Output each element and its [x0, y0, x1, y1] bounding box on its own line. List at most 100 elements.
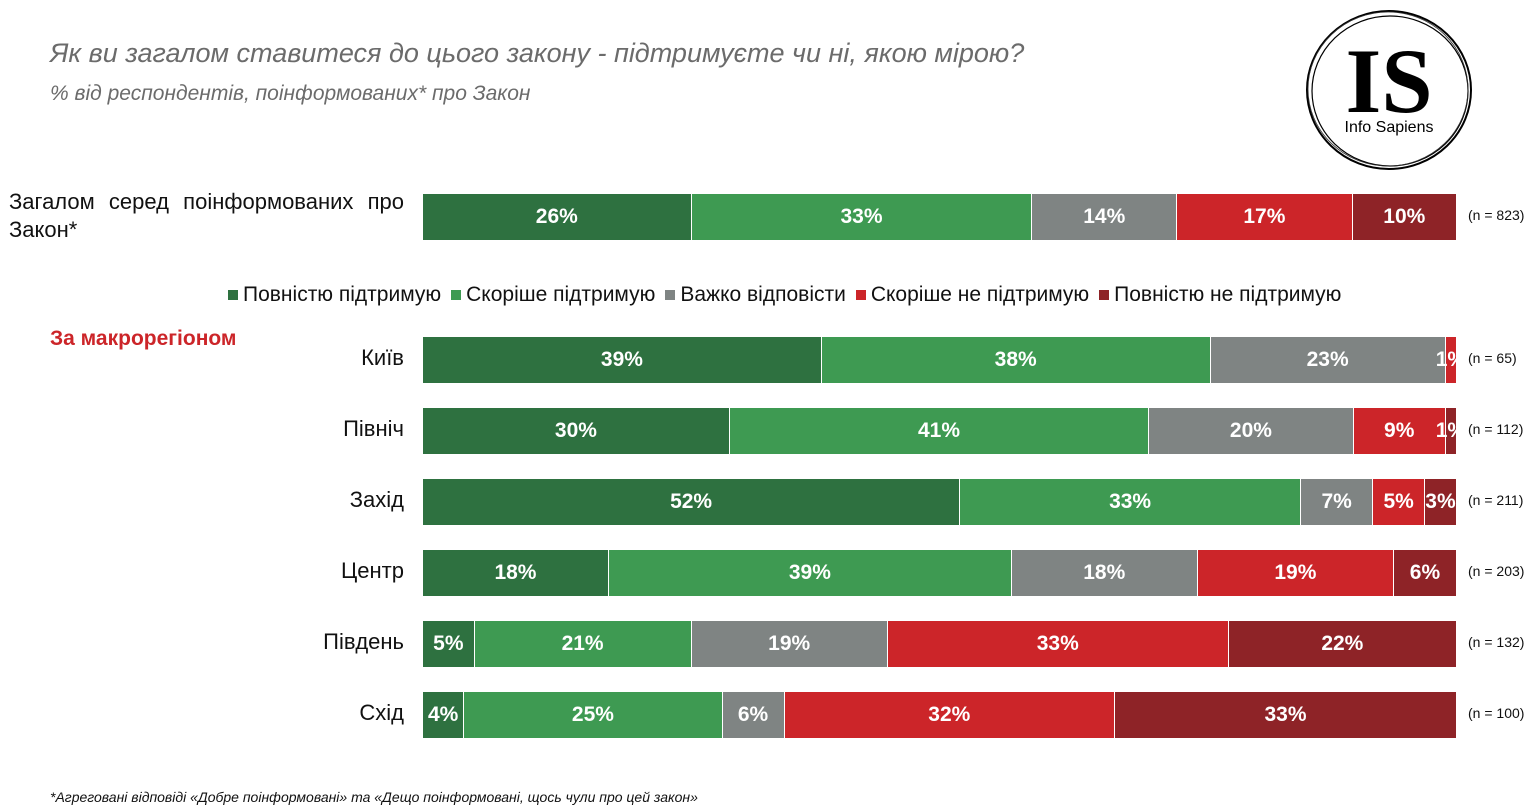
stacked-bar: 30% 41% 20% 9% 1% [423, 408, 1466, 454]
row-label: Північ [343, 416, 404, 441]
bar-segment: 33% [691, 194, 1033, 240]
bar-segment: 17% [1177, 194, 1353, 240]
bar-segment: 1% [1436, 337, 1466, 383]
data-label: 7% [1321, 490, 1352, 513]
data-label: 39% [788, 561, 831, 584]
row-label: Київ [361, 345, 404, 370]
data-label: 17% [1243, 205, 1286, 228]
bar-segment: 33% [887, 621, 1229, 667]
data-label: 32% [928, 703, 971, 726]
legend-item: Повністю не підтримую [1099, 283, 1341, 307]
bar-segment: 18% [1011, 550, 1198, 596]
data-label: 21% [561, 632, 604, 655]
legend-item: Повністю підтримую [228, 283, 441, 307]
bar-segment: 14% [1032, 194, 1178, 240]
data-label: 5% [1383, 490, 1414, 513]
data-label: 14% [1083, 205, 1126, 228]
data-label: 1% [1435, 419, 1467, 442]
data-label: 39% [600, 348, 643, 371]
svg-text:Info Sapiens: Info Sapiens [1345, 119, 1434, 136]
bar-segment: 7% [1301, 479, 1374, 525]
data-label: 38% [994, 348, 1037, 371]
sample-size: (n = 203) [1468, 563, 1525, 579]
bar-segment: 9% [1353, 408, 1446, 454]
sample-size: (n = 100) [1468, 705, 1525, 721]
data-label: 3% [1425, 490, 1456, 513]
section-label: За макрорегіоном [50, 327, 237, 350]
legend-swatch [1099, 290, 1110, 300]
data-label: 30% [554, 419, 597, 442]
legend-label: Повністю підтримую [243, 283, 442, 306]
data-label: 26% [535, 205, 578, 228]
bar-segment: 38% [821, 337, 1211, 383]
stacked-bar: 18% 39% 18% 19% 6% [423, 550, 1456, 596]
chart-subtitle: % від респондентів, поінформованих* про … [50, 82, 531, 105]
bar-segment: 33% [1115, 692, 1456, 738]
data-label: 5% [433, 632, 464, 655]
data-label: 25% [571, 703, 614, 726]
row-label: Захід [349, 487, 404, 512]
data-label: 33% [840, 205, 883, 228]
data-label: 18% [494, 561, 537, 584]
bar-segment: 5% [423, 621, 475, 667]
sample-size: (n = 65) [1468, 350, 1517, 366]
data-label: 6% [737, 703, 769, 726]
legend-label: Важко відповісти [680, 283, 846, 306]
bar-segment: 52% [423, 479, 961, 525]
legend-swatch [855, 290, 866, 300]
bar-segment: 6% [722, 692, 785, 738]
bar-segment: 6% [1394, 550, 1456, 596]
legend-swatch [228, 290, 238, 300]
data-label: 19% [1274, 561, 1317, 584]
info-sapiens-logo: IS Info Sapiens [1306, 10, 1472, 170]
row-label: Центр [341, 558, 404, 583]
bar-segment: 19% [1197, 550, 1394, 596]
legend-label: Скоріше не підтримую [870, 283, 1090, 306]
bar-segment: 3% [1424, 479, 1456, 525]
bar-segment: 41% [729, 408, 1150, 454]
bar-segment: 39% [608, 550, 1012, 596]
legend-item: Скоріше не підтримую [855, 283, 1090, 307]
bar-segment: 19% [691, 621, 888, 667]
footnote: *Агреговані відповіді «Добре поінформова… [50, 789, 698, 805]
data-label: 6% [1409, 561, 1441, 584]
row-label: Загалом серед поінформованих про Закон* [9, 189, 404, 242]
bar-segment: 20% [1149, 408, 1354, 454]
svg-text:IS: IS [1346, 30, 1433, 132]
bar-segment: 1% [1436, 408, 1466, 454]
stacked-bar: 26% 33% 14% 17% 10% [423, 194, 1456, 240]
data-label: 1% [1435, 348, 1467, 371]
bar-segment: 22% [1228, 621, 1456, 667]
legend-label: Скоріше підтримую [466, 283, 656, 306]
bar-segment: 33% [960, 479, 1302, 525]
bar-segment: 25% [464, 692, 723, 738]
data-label: 10% [1383, 205, 1426, 228]
bar-segment: 26% [423, 194, 692, 240]
row-label: Схід [359, 700, 404, 725]
data-label: 4% [427, 703, 459, 726]
stacked-bar: 4% 25% 6% 32% 33% [423, 692, 1456, 738]
bar-segment: 4% [423, 692, 465, 738]
data-label: 41% [917, 419, 960, 442]
legend: Повністю підтримую Скоріше підтримую Важко… [228, 283, 1341, 307]
bar-segment: 23% [1210, 337, 1446, 383]
data-label: 23% [1306, 348, 1349, 371]
bar-segment: 21% [474, 621, 692, 667]
data-label: 33% [1109, 490, 1152, 513]
data-label: 20% [1229, 419, 1272, 442]
data-label: 52% [670, 490, 713, 513]
bar-segment: 5% [1373, 479, 1425, 525]
bar-segment: 39% [423, 337, 822, 383]
legend-item: Важко відповісти [665, 283, 846, 307]
bar-segment: 32% [784, 692, 1116, 738]
bar-segment: 18% [423, 550, 609, 596]
data-label: 22% [1321, 632, 1364, 655]
data-label: 9% [1384, 419, 1415, 442]
legend-label: Повністю не підтримую [1114, 283, 1342, 306]
row-label: Південь [323, 629, 404, 654]
chart-title: Як ви загалом ставитеся до цього закону … [50, 38, 1025, 68]
bar-segment: 30% [423, 408, 730, 454]
stacked-bar: 39% 38% 23% 1% [423, 337, 1466, 383]
legend-item: Скоріше підтримую [451, 283, 655, 307]
